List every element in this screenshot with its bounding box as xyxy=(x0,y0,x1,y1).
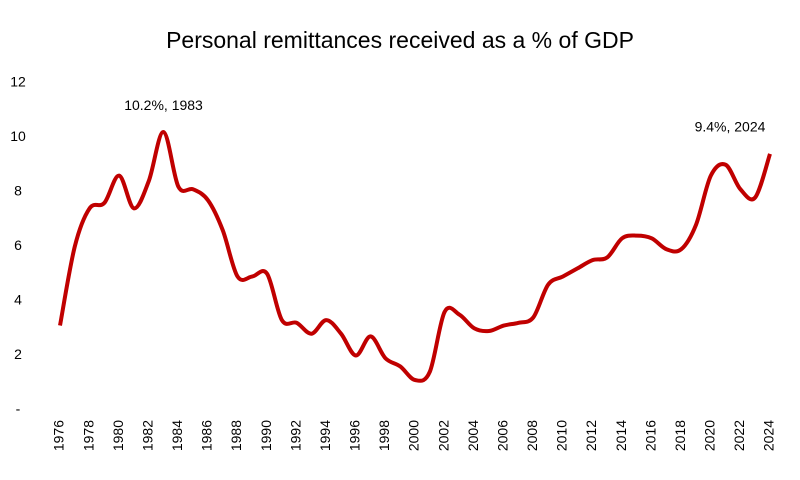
x-tick-label: 2014 xyxy=(613,420,629,451)
x-tick-label: 1982 xyxy=(139,420,155,451)
x-tick-label: 2008 xyxy=(524,420,540,451)
x-tick-label: 2012 xyxy=(583,420,599,451)
chart-title: Personal remittances received as a % of … xyxy=(166,27,634,53)
x-tick-label: 1976 xyxy=(51,420,67,451)
annotation: 10.2%, 1983 xyxy=(124,97,203,113)
x-tick-label: 2010 xyxy=(554,420,570,451)
x-tick-label: 1992 xyxy=(287,420,303,451)
x-tick-label: 1994 xyxy=(317,420,333,451)
x-tick-label: 1990 xyxy=(258,420,274,451)
x-tick-label: 1996 xyxy=(347,420,363,451)
data-line xyxy=(58,130,772,383)
y-tick-label: 8 xyxy=(14,183,22,199)
x-tick-label: 2004 xyxy=(465,420,481,451)
y-tick-label: 2 xyxy=(14,346,22,362)
x-tick-label: 2018 xyxy=(672,420,688,451)
x-tick-label: 1984 xyxy=(169,420,185,451)
x-tick-label: 2002 xyxy=(435,420,451,451)
annotation: 9.4%, 2024 xyxy=(695,119,766,135)
x-tick-label: 1986 xyxy=(199,420,215,451)
x-tick-label: 2024 xyxy=(761,420,777,451)
x-tick-label: 1998 xyxy=(376,420,392,451)
x-tick-label: 1980 xyxy=(110,420,126,451)
x-tick-label: 1978 xyxy=(80,420,96,451)
x-tick-label: 2022 xyxy=(731,420,747,451)
y-tick-label: 12 xyxy=(10,74,26,90)
x-tick-label: 2006 xyxy=(494,420,510,451)
x-tick-label: 2020 xyxy=(702,420,718,451)
y-tick-label: 10 xyxy=(10,128,26,144)
y-tick-label: 4 xyxy=(14,292,22,308)
x-tick-label: 1988 xyxy=(228,420,244,451)
y-tick-label: 6 xyxy=(14,237,22,253)
x-tick-label: 2000 xyxy=(406,420,422,451)
x-tick-label: 2016 xyxy=(642,420,658,451)
y-tick-label: - xyxy=(16,401,21,417)
